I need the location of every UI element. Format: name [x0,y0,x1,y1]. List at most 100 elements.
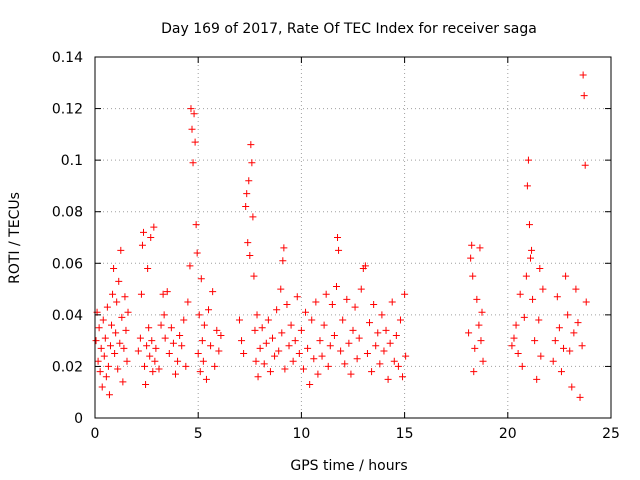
data-point [262,339,270,347]
data-point [522,272,530,280]
data-point [235,316,243,324]
data-point [114,365,122,373]
data-point [209,288,217,296]
data-point [392,331,400,339]
data-point [98,383,106,391]
data-point [182,362,190,370]
data-point [260,360,268,368]
data-point [382,326,390,334]
data-point [390,357,398,365]
data-point [258,324,266,332]
data-point [196,368,204,376]
data-point [287,321,295,329]
axes: 0 5 10 15 20 25 0 0.02 0.04 0.06 0.08 0.1 0.12 0.14 [52,50,620,442]
data-point [169,339,177,347]
data-point [280,244,288,252]
data-point [279,257,287,265]
data-point [136,334,144,342]
x-tick-label: 25 [602,426,620,442]
data-point [248,159,256,167]
data-point [470,368,478,376]
data-point [249,213,257,221]
data-point [96,368,104,376]
data-point [349,326,357,334]
data-point [579,71,587,79]
data-point [122,326,130,334]
data-point [467,254,475,262]
data-point [250,272,258,280]
y-tick-label: 0.02 [52,359,83,375]
data-point [560,344,568,352]
data-point [278,329,286,337]
data-point [523,182,531,190]
data-point [101,334,109,342]
data-point [143,342,151,350]
data-point [150,223,158,231]
data-point [555,324,563,332]
data-point [361,262,369,270]
data-point [283,301,291,309]
data-point [536,264,544,272]
data-points [92,71,590,401]
data-point [113,298,121,306]
data-point [151,357,159,365]
data-point [376,360,384,368]
data-point [312,298,320,306]
data-point [141,362,149,370]
data-point [512,321,520,329]
data-point [247,141,255,149]
data-point [116,339,124,347]
data-point [520,313,528,321]
data-point [134,347,142,355]
data-point [304,344,312,352]
data-point [202,375,210,383]
data-point [370,301,378,309]
x-tick-label: 20 [499,426,517,442]
data-point [576,393,584,401]
data-point [468,241,476,249]
data-point [549,357,557,365]
data-point [102,373,110,381]
data-point [163,288,171,296]
data-point [508,342,516,350]
data-point [211,362,219,370]
chart-title: Day 169 of 2017, Rate Of TEC Index for r… [161,21,537,37]
data-point [124,308,132,316]
data-point [510,334,518,342]
data-point [194,350,202,358]
data-point [152,344,160,352]
data-point [147,234,155,241]
y-tick-label: 0 [74,411,83,427]
data-point [291,337,299,345]
data-point [553,293,561,301]
data-point [97,344,105,352]
y-tick-label: 0.04 [52,308,83,324]
plot-frame [94,56,612,419]
data-point [117,246,125,254]
data-point [246,252,254,260]
data-point [539,285,547,293]
data-point [281,365,289,373]
data-point [476,244,484,252]
data-point [103,303,111,311]
data-point [238,337,246,345]
data-point [401,290,409,298]
data-point [355,334,363,342]
data-point [399,373,407,381]
data-point [256,344,264,352]
data-point [144,264,152,272]
data-point [119,378,127,386]
data-point [396,316,404,324]
data-point [578,342,586,350]
data-point [148,337,156,345]
data-point [189,159,197,167]
x-tick-label: 10 [292,426,310,442]
data-point [140,228,148,236]
data-point [351,303,359,311]
data-point [243,190,251,198]
data-point [528,246,536,254]
data-point [94,357,102,365]
data-point [213,326,221,334]
data-point [121,293,129,301]
